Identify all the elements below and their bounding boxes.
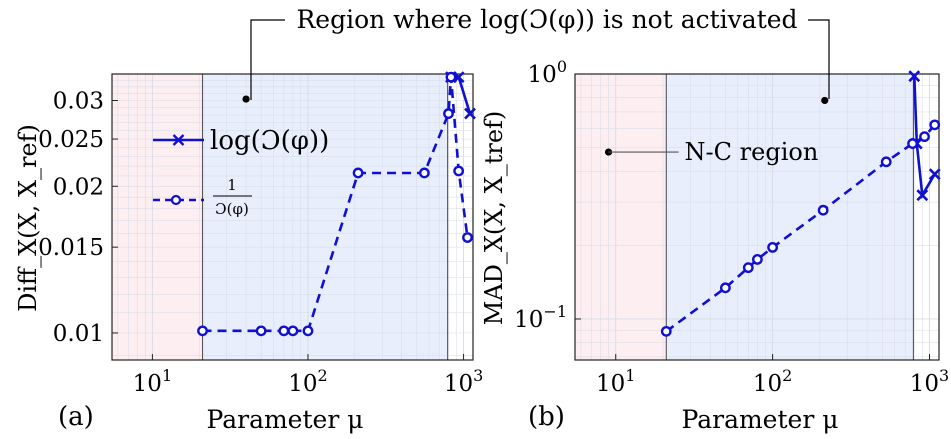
panel-b-series-1-point	[742, 262, 754, 274]
panel-a-xtick-label: 103	[444, 366, 483, 397]
panel-a-axes-frame	[111, 73, 474, 361]
x-marker-stroke	[928, 168, 941, 181]
panel-b-plot-layer: 101 102 103 10−1 100 N-C region	[514, 57, 949, 397]
x-marker-stroke	[916, 189, 929, 202]
panel-b-ytick-label: 100	[528, 57, 567, 88]
panel-a-region-active	[202, 74, 448, 360]
panel-b-series-1-point	[767, 241, 779, 253]
panel-b-series-1-point	[719, 282, 731, 294]
panel-a-plot-layer: 101 102 103 0.01 0.015 0.02 0.025 0.03 log(Ɔ(φ))…	[38, 71, 483, 397]
panel-a-ytick-label: 0.01	[53, 321, 104, 347]
panel-b-callout-dot	[821, 96, 829, 105]
panel-b-callout-text: N-C region	[685, 138, 819, 166]
panel-b: 101 102 103 10−1 100 N-C region (b) Parameter…	[480, 57, 949, 434]
panel-a-xtick-label: 102	[288, 366, 327, 397]
panel-a-ytick-label: 0.025	[38, 127, 104, 153]
top-annotation-leader-right	[808, 19, 830, 99]
panel-b-xlabel: Parameter μ	[682, 405, 839, 434]
panel-b-series-1-point	[752, 254, 763, 265]
panel-a-ytick-label: 0.015	[38, 235, 104, 261]
panel-a-series-0-point	[452, 71, 465, 84]
panel-b-series-1-point	[817, 204, 829, 216]
panel-a-series-1-point	[278, 325, 290, 337]
panel-a-series-1-point	[255, 325, 267, 337]
panel-a-series-1-point	[443, 108, 454, 119]
panel-a-label: (a)	[58, 402, 94, 432]
x-marker-stroke	[452, 71, 465, 84]
panel-b-region-nc	[575, 74, 667, 360]
top-annotation: Region where log(Ɔ(φ)) is not activated	[250, 5, 830, 100]
panel-b-series-0-point	[916, 189, 929, 202]
legend-entry-1-marker	[170, 194, 182, 206]
panel-a-series-1-point	[462, 232, 473, 243]
panel-a-legend: log(Ɔ(φ)) 1 Ɔ(φ)	[153, 126, 329, 218]
panel-b-series-1-point	[919, 131, 930, 143]
panel-b-series-1-point	[907, 138, 918, 149]
legend-entry-1-numerator: 1	[227, 176, 237, 194]
panel-b-series-1-line	[665, 124, 936, 333]
panel-a-ytick-label: 0.02	[53, 174, 104, 200]
panel-a-series-1-point	[445, 71, 457, 83]
panel-b-series-0-point	[908, 70, 921, 83]
panel-b-region-active	[666, 74, 914, 360]
panel-a-series-1-point	[418, 167, 430, 179]
panel-b-series-1-point	[660, 325, 672, 337]
legend-entry-0-label: log(Ɔ(φ))	[210, 126, 329, 156]
panel-b-xtick-label: 101	[596, 366, 635, 397]
panel-a-series-1-point	[197, 325, 208, 337]
panel-a-region-nc	[112, 74, 203, 360]
panel-b-series-1-point	[880, 156, 892, 168]
panel-a: 101 102 103 0.01 0.015 0.02 0.025 0.03 log(Ɔ(φ))…	[14, 71, 483, 434]
panel-a-ytick-label: 0.03	[53, 88, 104, 114]
panel-b-xtick-label: 103	[910, 366, 949, 397]
panel-a-series-1-point	[453, 165, 465, 177]
top-annotation-leader-left	[250, 19, 285, 100]
panel-b-axes-frame	[574, 73, 940, 361]
panel-b-ytick-label: 10−1	[514, 302, 567, 333]
x-marker-stroke	[464, 107, 476, 120]
panel-b-series-1-point	[929, 119, 941, 131]
legend-entry-1-denominator: Ɔ(φ)	[215, 200, 249, 218]
panel-a-series-1-point	[302, 325, 314, 337]
panel-a-series-1-point	[352, 167, 364, 179]
panel-a-xlabel: Parameter μ	[207, 405, 364, 434]
panel-a-ylabel: Diff_X(X, X_ref)	[14, 124, 42, 312]
x-marker-stroke	[908, 70, 921, 83]
panel-a-series-1-point	[287, 325, 299, 337]
legend-entry-0-marker	[172, 134, 185, 146]
panel-b-xtick-label: 102	[753, 366, 792, 397]
panel-a-callout-dot	[242, 95, 250, 103]
top-annotation-text: Region where log(Ɔ(φ)) is not activated	[296, 5, 797, 34]
panel-b-series-0-point	[928, 168, 941, 181]
panel-b-series-0-line	[913, 76, 936, 200]
panel-b-ylabel: MAD_X(X, X_tref)	[480, 111, 508, 326]
panel-a-series-0-point	[464, 107, 476, 120]
panel-a-xtick-label: 101	[133, 366, 172, 397]
panel-b-label: (b)	[528, 402, 565, 432]
